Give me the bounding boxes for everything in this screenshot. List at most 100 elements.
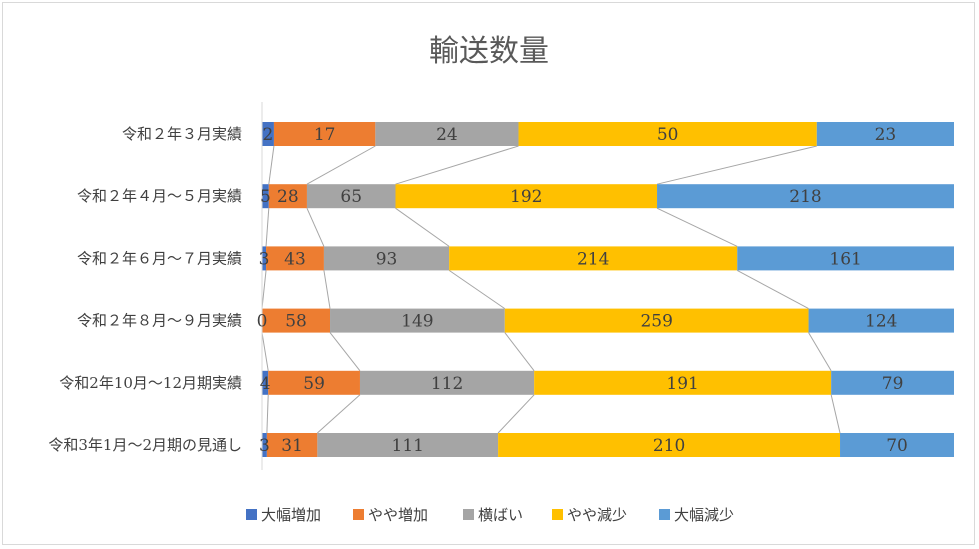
data-label-3-2: 43 [284,249,306,269]
series-line-4-1 [261,332,269,371]
data-label-4-3: 149 [401,312,433,332]
data-label-2-4: 192 [510,187,542,207]
data-label-1-5: 23 [875,125,897,145]
legend-swatch-5 [659,509,670,520]
legend-swatch-1 [246,509,257,520]
series-line-5-4 [830,394,841,434]
data-label-2-1: 5 [260,187,271,207]
bar-segment-5-3 [359,370,535,395]
data-label-5-4: 191 [666,374,698,394]
series-line-2-1 [265,208,270,247]
series-line-4-4 [808,332,832,372]
data-label-3-1: 3 [259,249,270,269]
series-line-1-4 [656,145,817,185]
bar-segment-5-4 [534,370,832,395]
series-line-4-3 [504,332,535,372]
category-axis: 令和２年３月実績令和２年４月～５月実績令和２年６月～７月実績令和２年８月～９月実… [48,125,242,454]
legend: 大幅増加 やや増加 横ばい やや減少 大幅減少 [246,506,734,524]
data-label-3-3: 93 [376,249,398,269]
series-line-5-3 [497,394,535,434]
series-line-2-2 [306,207,325,247]
series-line-5-2 [317,394,361,434]
category-label-5: 令和2年10月～12月期実績 [59,374,242,392]
data-label-6-4: 210 [653,436,685,456]
data-label-5-2: 59 [303,374,325,394]
legend-label-1: 大幅増加 [261,506,321,524]
data-label-4-1: 0 [257,312,268,332]
series-lines [261,145,841,434]
data-label-5-3: 112 [431,374,463,394]
data-label-1-2: 17 [314,125,336,145]
bar-segment-1-2 [273,122,376,146]
data-label-6-3: 111 [392,436,424,456]
bar-segment-4-2 [262,308,331,333]
data-label-1-1: 2 [263,125,274,145]
data-label-4-4: 259 [640,312,672,332]
legend-label-3: 横ばい [478,506,523,524]
data-label-5-5: 79 [882,374,904,394]
series-line-1-1 [268,145,275,185]
bar-segment-5-2 [268,370,360,395]
data-label-3-4: 214 [577,249,609,269]
bar-segment-4-3 [330,308,505,333]
data-label-2-2: 28 [277,187,299,207]
series-line-5-1 [266,394,269,434]
legend-swatch-3 [463,509,474,520]
bar-segment-5-5 [831,370,954,395]
bars-group [262,122,954,457]
data-label-5-1: 4 [260,374,271,394]
bar-segment-4-4 [504,308,809,333]
bar-segment-6-4 [498,433,841,457]
bar-segment-2-5 [657,184,954,209]
category-label-2: 令和２年４月～５月実績 [77,187,242,205]
data-label-1-4: 50 [657,125,679,145]
bar-segment-2-2 [268,184,307,209]
legend-label-5: 大幅減少 [674,506,734,524]
series-line-3-2 [323,270,331,309]
data-label-3-5: 161 [829,249,861,269]
bar-segment-3-4 [449,246,738,271]
bar-segment-6-3 [317,433,499,457]
data-label-6-1: 3 [259,436,270,456]
bar-segment-1-3 [375,122,519,146]
bar-segment-3-3 [323,246,450,271]
series-line-1-3 [395,145,519,185]
legend-label-4: やや減少 [567,506,627,524]
legend-label-2: やや増加 [368,506,428,524]
category-label-6: 令和3年1月～2月期の見通し [48,436,242,454]
data-label-2-5: 218 [789,187,821,207]
bar-segment-6-5 [840,433,954,457]
category-label-3: 令和２年６月～７月実績 [77,249,242,267]
bar-segment-2-3 [306,184,396,209]
category-label-1: 令和２年３月実績 [122,125,242,143]
data-label-1-3: 24 [436,125,458,145]
bar-segment-3-1 [262,246,267,271]
bar-segment-2-1 [262,184,269,209]
bar-segment-2-4 [395,184,658,209]
bar-segment-1-1 [262,122,274,146]
data-label-6-2: 31 [281,436,303,456]
series-line-1-2 [306,145,376,185]
data-label-4-5: 124 [865,312,897,332]
series-line-3-4 [737,269,809,310]
bar-segment-1-5 [816,122,954,146]
chart-title: 輸送数量 [429,34,549,69]
bar-segment-3-5 [737,246,954,271]
series-line-3-1 [261,270,267,309]
bar-segment-6-2 [266,433,318,457]
bar-segment-4-5 [808,308,954,333]
series-line-2-3 [395,207,450,247]
bar-segment-3-2 [266,246,324,271]
legend-swatch-4 [552,509,563,520]
bar-segment-5-1 [262,370,269,395]
data-label-4-2: 58 [285,312,307,332]
series-line-2-4 [656,207,738,247]
series-line-3-3 [448,269,506,310]
bar-segment-6-1 [262,433,267,457]
legend-swatch-2 [353,509,364,520]
bar-segment-1-4 [518,122,817,146]
data-label-6-5: 70 [886,436,908,456]
series-line-4-2 [329,332,361,372]
